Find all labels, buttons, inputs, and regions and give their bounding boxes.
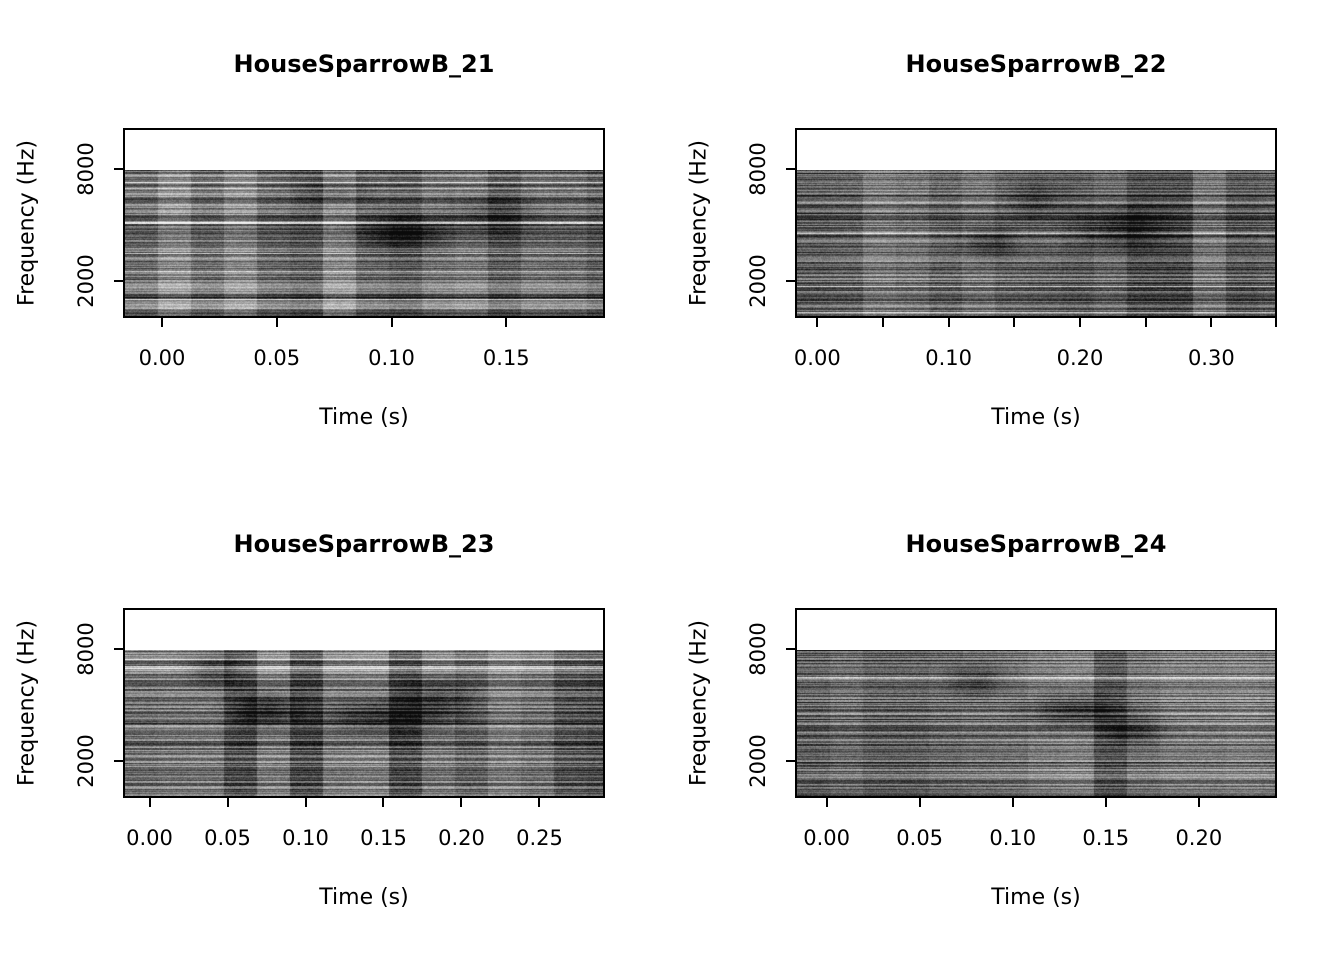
x-tick-label: 0.20 bbox=[1056, 346, 1104, 370]
spectrogram-panel-3: HouseSparrowB_23 Frequency (Hz) 0.00 0.05… bbox=[0, 480, 672, 960]
x-axis-label: Time (s) bbox=[319, 405, 409, 430]
x-tick-label: 0.15 bbox=[360, 826, 407, 850]
x-tick bbox=[1210, 318, 1213, 327]
x-tick bbox=[1011, 798, 1014, 807]
x-tick bbox=[918, 798, 921, 807]
y-tick bbox=[114, 167, 123, 170]
x-tick bbox=[304, 798, 307, 807]
x-tick bbox=[390, 318, 393, 327]
y-tick-label: 8000 bbox=[74, 142, 98, 196]
y-tick-label: 8000 bbox=[746, 142, 770, 196]
x-tick bbox=[275, 318, 278, 327]
x-tick bbox=[161, 318, 164, 327]
spectrogram-panel-1: HouseSparrowB_21 Frequency (Hz) 0.00 0.05… bbox=[0, 0, 672, 480]
y-tick-label: 2000 bbox=[74, 254, 98, 308]
x-tick bbox=[1197, 798, 1200, 807]
x-tick bbox=[947, 318, 950, 327]
x-tick bbox=[148, 798, 151, 807]
x-tick bbox=[1104, 798, 1107, 807]
y-axis-label: Frequency (Hz) bbox=[686, 620, 712, 786]
x-tick-label: 0.10 bbox=[925, 346, 973, 370]
x-axis-label: Time (s) bbox=[319, 885, 409, 910]
x-minor-tick bbox=[1275, 318, 1277, 327]
y-axis-label: Frequency (Hz) bbox=[14, 620, 40, 786]
x-axis-label: Time (s) bbox=[991, 405, 1081, 430]
x-tick bbox=[816, 318, 819, 327]
y-tick-label: 2000 bbox=[746, 734, 770, 788]
y-tick bbox=[786, 279, 795, 282]
spectrogram-image bbox=[797, 650, 1275, 796]
x-tick-label: 0.10 bbox=[282, 826, 329, 850]
x-tick-label: 0.05 bbox=[204, 826, 251, 850]
x-tick-label: 0.30 bbox=[1187, 346, 1235, 370]
y-tick bbox=[786, 759, 795, 762]
x-tick-label: 0.15 bbox=[482, 346, 530, 370]
y-tick bbox=[114, 279, 123, 282]
y-tick-label: 2000 bbox=[746, 254, 770, 308]
spectrogram-image bbox=[125, 170, 603, 316]
x-tick-label: 0.20 bbox=[1175, 826, 1223, 850]
y-tick bbox=[786, 647, 795, 650]
y-tick-label: 8000 bbox=[746, 622, 770, 676]
x-tick bbox=[1078, 318, 1081, 327]
panel-title: HouseSparrowB_23 bbox=[233, 530, 495, 558]
x-tick bbox=[505, 318, 508, 327]
spectrogram-image bbox=[797, 170, 1275, 316]
y-axis-label: Frequency (Hz) bbox=[14, 140, 40, 306]
x-tick bbox=[460, 798, 463, 807]
x-tick-label: 0.20 bbox=[438, 826, 485, 850]
plot-area bbox=[123, 128, 605, 318]
x-tick bbox=[538, 798, 541, 807]
x-tick-label: 0.00 bbox=[803, 826, 851, 850]
x-tick-label: 0.00 bbox=[126, 826, 173, 850]
x-tick-label: 0.10 bbox=[989, 826, 1037, 850]
spectrogram-panel-4: HouseSparrowB_24 Frequency (Hz) 0.00 0.05… bbox=[672, 480, 1344, 960]
x-minor-tick bbox=[1013, 318, 1016, 327]
panel-title: HouseSparrowB_24 bbox=[905, 530, 1167, 558]
x-axis-label: Time (s) bbox=[991, 885, 1081, 910]
plot-area bbox=[795, 128, 1277, 318]
x-tick-label: 0.05 bbox=[253, 346, 301, 370]
x-minor-tick bbox=[881, 318, 884, 327]
y-tick-label: 2000 bbox=[74, 734, 98, 788]
y-tick-label: 8000 bbox=[74, 622, 98, 676]
x-tick-label: 0.25 bbox=[516, 826, 563, 850]
x-minor-tick bbox=[1144, 318, 1147, 327]
plot-area bbox=[123, 608, 605, 798]
y-tick bbox=[786, 167, 795, 170]
x-tick-label: 0.00 bbox=[793, 346, 841, 370]
panel-title: HouseSparrowB_22 bbox=[905, 50, 1167, 78]
x-tick bbox=[382, 798, 385, 807]
x-tick-label: 0.00 bbox=[138, 346, 186, 370]
y-tick bbox=[114, 759, 123, 762]
spectrogram-image bbox=[125, 650, 603, 796]
y-tick bbox=[114, 647, 123, 650]
x-tick-label: 0.15 bbox=[1082, 826, 1130, 850]
panel-title: HouseSparrowB_21 bbox=[233, 50, 495, 78]
x-tick-label: 0.05 bbox=[896, 826, 944, 850]
x-tick bbox=[226, 798, 229, 807]
y-axis-label: Frequency (Hz) bbox=[686, 140, 712, 306]
plot-area bbox=[795, 608, 1277, 798]
x-tick bbox=[825, 798, 828, 807]
x-tick-label: 0.10 bbox=[368, 346, 415, 370]
spectrogram-panel-2: HouseSparrowB_22 Frequency (Hz) 0.00 0.10… bbox=[672, 0, 1344, 480]
